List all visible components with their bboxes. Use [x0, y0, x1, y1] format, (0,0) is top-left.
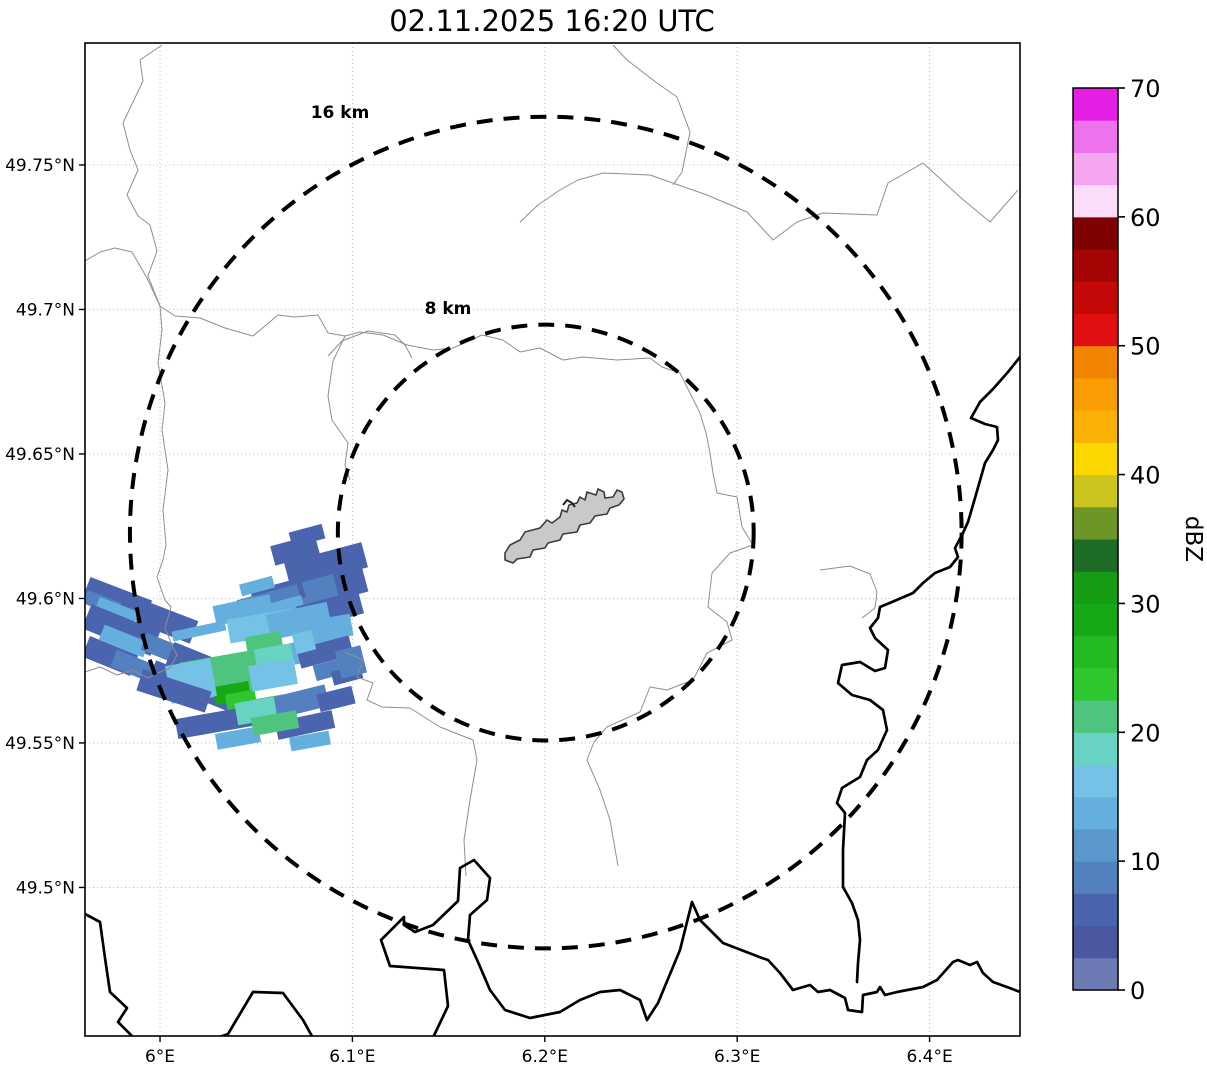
colorbar-segment [1073, 313, 1118, 347]
colorbar-segment [1073, 120, 1118, 153]
axis-layer: 6°E 6.1°E 6.2°E 6.3°E 6.4°E 49.75°N 49.7°N 49.6… [5, 156, 953, 1067]
y-tick-label: 49.7°N [16, 300, 75, 320]
radar-echo-cell [316, 685, 356, 713]
colorbar-tick-label: 40 [1130, 462, 1161, 490]
radar-echo-cell [250, 710, 300, 736]
colorbar-segment [1073, 281, 1118, 314]
radar-echo-cell [171, 620, 227, 642]
admin-boundary-line [159, 305, 754, 867]
colorbar-segment [1073, 345, 1118, 379]
colorbar-tick-label: 10 [1130, 848, 1161, 876]
admin-boundaries-layer [85, 44, 1019, 877]
plot-frame [84, 42, 1021, 1037]
admin-boundary-line [85, 559, 178, 679]
colorbar-tick-label: 30 [1130, 590, 1161, 618]
colorbar-segment [1073, 603, 1118, 637]
x-tick-label: 6.1°E [329, 1047, 375, 1067]
colorbar-segment [1073, 667, 1118, 701]
colorbar-segment [1073, 539, 1118, 572]
radar-echo-cell [214, 726, 262, 750]
radar-echo-cell [274, 710, 336, 740]
x-tick-label: 6°E [145, 1047, 175, 1067]
radar-echo-cell [95, 596, 139, 625]
colorbar-segment [1073, 152, 1118, 186]
colorbar-segment [1073, 828, 1118, 862]
ring-label-16km: 16 km [311, 103, 370, 123]
colorbar-segment [1073, 249, 1118, 282]
colorbar-segment [1073, 635, 1118, 669]
colorbar-axis-label: dBZ [1180, 516, 1206, 562]
colorbar-segment [1073, 184, 1118, 218]
admin-boundary-line [344, 651, 478, 877]
country-borders-layer [85, 355, 1020, 1036]
radar-echo-cell [329, 554, 369, 600]
admin-boundary-line [122, 44, 169, 561]
radar-echo-layer [85, 523, 369, 752]
x-tick-label: 6.3°E [714, 1047, 760, 1067]
radar-echo-cell [291, 629, 317, 655]
y-tick-label: 49.65°N [5, 445, 75, 465]
colorbar-segment [1073, 700, 1118, 733]
radar-echo-cell [260, 684, 330, 722]
range-ring-8km [335, 322, 756, 743]
admin-boundary-line [85, 247, 161, 307]
colorbar-tick-label: 50 [1130, 333, 1161, 361]
colorbar-tick-label: 20 [1130, 719, 1161, 747]
admin-boundary-line [327, 335, 351, 481]
radar-echo-cell [289, 730, 331, 752]
y-tick-label: 49.55°N [5, 734, 75, 754]
colorbar-tick-label: 70 [1130, 75, 1161, 103]
colorbar-segment [1073, 861, 1118, 894]
colorbar-segment [1073, 474, 1118, 508]
colorbar-segment [1073, 442, 1118, 476]
airport-notch [562, 498, 576, 508]
colorbar-segment [1073, 216, 1118, 250]
colorbar-segment [1073, 410, 1118, 443]
radar-echo-cell [248, 658, 298, 692]
radar-echo-cell [212, 594, 274, 626]
country-border-line [835, 355, 1020, 984]
colorbar-tick-label: 60 [1130, 204, 1161, 232]
figure-title: 02.11.2025 16:20 UTC [389, 4, 715, 38]
colorbar-segment [1073, 796, 1118, 830]
y-tick-label: 49.5°N [16, 878, 75, 898]
colorbar-segment [1073, 571, 1118, 604]
radar-echo-cell [283, 542, 369, 588]
admin-boundary-line [327, 330, 413, 359]
radar-echo-cell [136, 669, 212, 713]
x-tick-label: 6.2°E [522, 1047, 568, 1067]
admin-boundary-line [519, 162, 1019, 241]
x-tick-label: 6.4°E [906, 1047, 952, 1067]
admin-boundary-line [819, 565, 878, 619]
admin-boundary-line [612, 44, 691, 186]
colorbar-frame [1072, 87, 1119, 991]
colorbar-tick-label: 0 [1130, 977, 1145, 1005]
radar-echo-cell [296, 635, 354, 669]
y-tick-label: 49.75°N [5, 156, 75, 176]
colorbar-segment [1073, 88, 1118, 121]
colorbar-segment [1073, 893, 1118, 927]
ring-label-8km: 8 km [425, 299, 472, 319]
colorbar-segment [1073, 732, 1118, 765]
colorbar-segment [1073, 506, 1118, 540]
y-tick-label: 49.6°N [16, 589, 75, 609]
radar-echo-cell [270, 534, 320, 566]
airport-outline [504, 488, 625, 564]
colorbar-segment [1073, 957, 1118, 991]
colorbar: 0 10 20 30 40 50 60 70 [1072, 75, 1161, 1005]
radar-echo-cell [239, 575, 275, 597]
colorbar-segment [1073, 925, 1118, 959]
airport-layer [504, 488, 625, 564]
colorbar-segment [1073, 377, 1118, 411]
colorbar-segment [1073, 764, 1118, 798]
range-ring-16km [127, 114, 964, 951]
country-border-line [85, 858, 1020, 1036]
radar-echo-cell [98, 624, 150, 658]
range-rings-layer [127, 114, 964, 951]
